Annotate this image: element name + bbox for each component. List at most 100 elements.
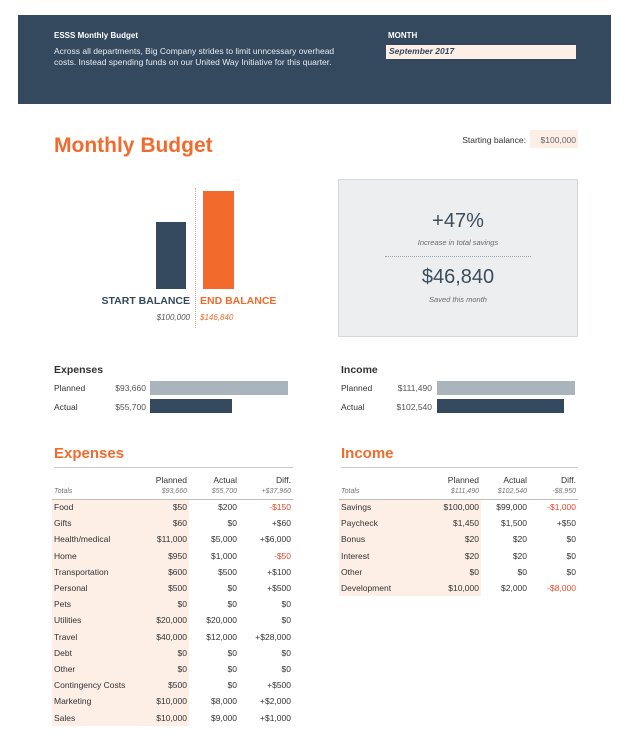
actual-cell[interactable]: $1,500 <box>501 518 527 529</box>
actual-cell[interactable]: $0 <box>227 647 237 658</box>
savings-percent: +47% <box>432 210 484 232</box>
planned-cell[interactable]: $0 <box>132 660 189 678</box>
category-cell[interactable]: Home <box>52 547 132 564</box>
category-cell[interactable]: Development <box>339 579 409 597</box>
category-cell[interactable]: Sales <box>52 709 132 726</box>
actual-cell[interactable]: $0 <box>227 518 237 529</box>
category-cell[interactable]: Gifts <box>52 515 132 532</box>
category-cell[interactable]: Other <box>339 563 409 580</box>
actual-cell[interactable]: $5,000 <box>211 534 237 545</box>
actual-cell[interactable]: $12,000 <box>206 631 237 642</box>
category-cell[interactable]: Transportation <box>52 563 132 580</box>
category-cell[interactable]: Personal <box>52 579 132 597</box>
diff-cell: $0 <box>281 663 291 674</box>
planned-cell[interactable]: $0 <box>409 563 481 580</box>
starting-balance-field[interactable]: $100,000 <box>530 130 578 148</box>
actual-cell[interactable]: $20 <box>512 534 527 545</box>
actual-cell[interactable]: $0 <box>227 663 237 674</box>
actual-cell[interactable]: $1,000 <box>211 550 237 561</box>
category-cell[interactable]: Other <box>52 660 132 678</box>
mini-expenses-title: Expenses <box>54 364 104 376</box>
planned-cell[interactable]: $0 <box>132 644 189 661</box>
planned-cell[interactable]: $40,000 <box>132 628 189 645</box>
planned-cell[interactable]: $500 <box>132 677 189 694</box>
planned-cell[interactable]: $1,450 <box>409 515 481 532</box>
category-cell[interactable]: Marketing <box>52 693 132 710</box>
planned-cell[interactable]: $50 <box>132 499 189 516</box>
table-row: Utilities $20,000 $20,000 $0 <box>52 612 293 629</box>
expenses-table: Planned Actual Diff. Totals $93,660 $55,70… <box>52 471 293 726</box>
planned-cell[interactable]: $0 <box>132 596 189 613</box>
planned-cell[interactable]: $11,000 <box>132 531 189 548</box>
planned-cell[interactable]: $100,000 <box>409 499 481 516</box>
category-cell[interactable]: Pets <box>52 596 132 613</box>
table-row: Bonus $20 $20 $0 <box>339 531 578 548</box>
table-row: Travel $40,000 $12,000 +$28,000 <box>52 628 293 645</box>
diff-cell: +$2,000 <box>260 696 291 707</box>
header-cell: Actual <box>503 475 527 485</box>
actual-cell[interactable]: $0 <box>227 599 237 610</box>
header-banner: ESSS Monthly Budget Across all departmen… <box>18 15 611 104</box>
category-cell[interactable]: Health/medical <box>52 531 132 548</box>
category-cell[interactable]: Travel <box>52 628 132 645</box>
mini-expenses-actual-label: Actual <box>54 402 78 412</box>
planned-cell[interactable]: $20 <box>409 547 481 564</box>
planned-cell[interactable]: $600 <box>132 563 189 580</box>
totals-diff: +$37,960 <box>239 485 293 500</box>
category-cell[interactable]: Utilities <box>52 612 132 629</box>
diff-cell: +$500 <box>267 583 291 594</box>
month-label: MONTH <box>388 31 418 40</box>
savings-amount-caption: Saved this month <box>429 295 487 304</box>
diff-cell: +$60 <box>271 518 291 529</box>
table-row: Pets $0 $0 $0 <box>52 596 293 613</box>
planned-cell[interactable]: $20,000 <box>132 612 189 629</box>
planned-cell[interactable]: $500 <box>132 579 189 597</box>
category-cell[interactable]: Food <box>52 499 132 516</box>
savings-percent-caption: Increase in total savings <box>417 238 499 247</box>
planned-cell[interactable]: $60 <box>132 515 189 532</box>
diff-cell: $0 <box>281 647 291 658</box>
actual-cell[interactable]: $0 <box>227 583 237 594</box>
actual-cell[interactable]: $500 <box>218 566 237 577</box>
planned-cell[interactable]: $950 <box>132 547 189 564</box>
planned-cell[interactable]: $10,000 <box>409 579 481 597</box>
category-cell[interactable]: Contingency Costs <box>52 677 132 694</box>
category-cell[interactable]: Interest <box>339 547 409 564</box>
table-row: Interest $20 $20 $0 <box>339 547 578 564</box>
starting-balance-label: Starting balance: <box>462 135 526 145</box>
actual-cell[interactable]: $20 <box>512 550 527 561</box>
diff-cell: -$1,000 <box>547 502 576 513</box>
category-cell[interactable]: Debt <box>52 644 132 661</box>
actual-cell[interactable]: $8,000 <box>211 696 237 707</box>
header-cell: Diff. <box>276 475 291 485</box>
table-row: Savings $100,000 $99,000 -$1,000 <box>339 499 578 516</box>
mini-income-actual-bar <box>437 399 564 413</box>
mini-income-planned-bar <box>437 381 575 395</box>
mini-income-actual-value: $102,540 <box>396 402 432 412</box>
table-row: Gifts $60 $0 +$60 <box>52 515 293 532</box>
diff-cell: +$6,000 <box>260 534 291 545</box>
category-cell[interactable]: Paycheck <box>339 515 409 532</box>
savings-amount: $46,840 <box>421 266 495 288</box>
header-cell <box>339 471 409 485</box>
header-description: Across all departments, Big Company stri… <box>54 46 335 67</box>
actual-cell[interactable]: $99,000 <box>496 502 527 513</box>
header-cell <box>52 471 132 485</box>
actual-cell[interactable]: $200 <box>218 502 237 513</box>
actual-cell[interactable]: $20,000 <box>206 615 237 626</box>
month-field[interactable]: September 2017 <box>386 45 576 59</box>
table-header-row: Planned Actual Diff. <box>339 471 578 485</box>
planned-cell[interactable]: $10,000 <box>132 693 189 710</box>
category-cell[interactable]: Savings <box>339 499 409 516</box>
planned-cell[interactable]: $10,000 <box>132 709 189 726</box>
actual-cell[interactable]: $9,000 <box>211 712 237 723</box>
totals-actual: $55,700 <box>189 485 239 500</box>
totals-diff: -$8,950 <box>529 485 578 500</box>
category-cell[interactable]: Bonus <box>339 531 409 548</box>
actual-cell[interactable]: $0 <box>227 680 237 691</box>
start-balance-bar <box>156 222 186 289</box>
actual-cell[interactable]: $0 <box>517 566 527 577</box>
table-row: Sales $10,000 $9,000 +$1,000 <box>52 709 293 726</box>
actual-cell[interactable]: $2,000 <box>501 583 527 594</box>
planned-cell[interactable]: $20 <box>409 531 481 548</box>
